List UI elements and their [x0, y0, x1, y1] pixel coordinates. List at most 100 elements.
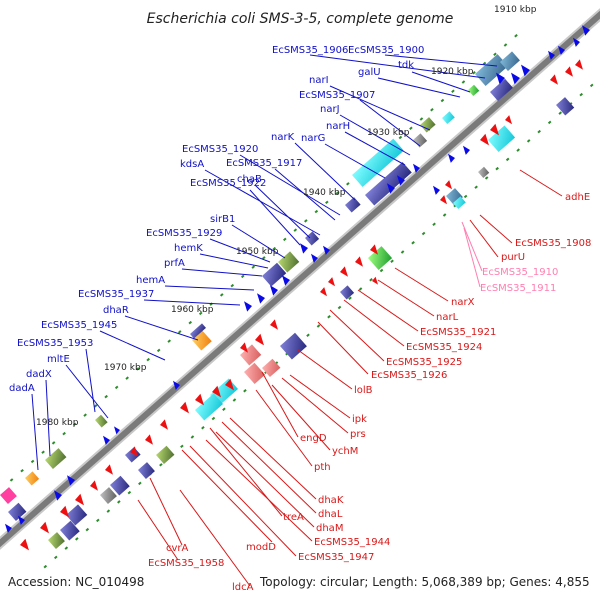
tick-mark	[51, 441, 56, 445]
gene-feature	[262, 262, 287, 287]
gene-label[interactable]: narK	[271, 132, 295, 143]
leader-line	[469, 219, 499, 258]
forward-gene-arrow	[257, 293, 265, 304]
gene-label[interactable]: EcSMS35_1922	[190, 178, 266, 189]
gene-label[interactable]: EcSMS35_1907	[299, 90, 375, 101]
gene-label[interactable]: dadA	[9, 383, 35, 394]
gene-label[interactable]: narG	[301, 133, 325, 144]
gene-label[interactable]: ychM	[332, 446, 358, 457]
leader-line	[181, 449, 273, 543]
gene-label[interactable]: dhaR	[103, 305, 129, 316]
tick-mark	[261, 256, 266, 260]
forward-gene-labels: EcSMS35_1906 EcSMS35_1900 galU tdk narI …	[9, 45, 424, 394]
gene-label[interactable]: EcSMS35_1911	[480, 283, 556, 294]
leader-line	[281, 377, 349, 434]
reverse-gene-arrow	[130, 446, 138, 457]
gene-label[interactable]: dhaK	[318, 495, 344, 506]
gene-label[interactable]: engD	[300, 433, 327, 444]
gene-label[interactable]: hemA	[136, 275, 165, 286]
leader-line	[343, 299, 405, 347]
reverse-gene-arrow	[550, 74, 558, 85]
accession-text: Accession: NC_010498	[8, 575, 144, 589]
reverse-gene-arrow	[160, 419, 168, 430]
ruler-label: 1980 kbp	[36, 418, 79, 428]
gene-label[interactable]: adhE	[565, 192, 590, 203]
gene-label[interactable]: cvrA	[166, 543, 189, 554]
gene-label[interactable]: treA	[283, 512, 304, 523]
gene-label[interactable]: EcSMS35_1921	[420, 327, 496, 338]
gene-label[interactable]: EcSMS35_1947	[298, 552, 374, 563]
gene-feature	[66, 504, 88, 526]
gene-feature	[0, 487, 17, 505]
tick-mark	[472, 71, 476, 75]
gene-label[interactable]: narJ	[320, 104, 340, 115]
gene-label[interactable]: ldcA	[232, 582, 254, 593]
gene-label[interactable]: dhaL	[318, 509, 343, 520]
ruler-label: 1920 kbp	[431, 67, 474, 77]
gene-label[interactable]: chaB	[237, 174, 262, 185]
tick-mark	[440, 98, 445, 103]
tick-mark	[283, 237, 287, 242]
gene-label[interactable]: pth	[314, 462, 331, 473]
gene-label[interactable]: EcSMS35_1944	[314, 537, 390, 548]
reverse-gene-arrow	[40, 521, 49, 534]
gene-label[interactable]: dhaM	[316, 523, 343, 534]
tick-mark	[463, 194, 468, 199]
gene-label[interactable]: hemK	[174, 243, 203, 254]
reverse-gene-arrow	[372, 276, 378, 285]
leader-line	[377, 279, 435, 317]
reverse-gene-arrow	[195, 393, 204, 406]
leader-line	[137, 499, 179, 561]
gene-label[interactable]: narI	[309, 75, 329, 86]
gene-label[interactable]: narX	[451, 297, 475, 308]
gene-label[interactable]: prs	[350, 429, 366, 440]
gene-label[interactable]: EcSMS35_1929	[146, 228, 222, 239]
forward-gene-arrow	[496, 72, 505, 85]
forward-gene-arrow	[300, 243, 308, 254]
reverse-gene-arrow	[505, 115, 512, 125]
gene-label[interactable]: EcSMS35_1945	[41, 320, 117, 331]
gene-label[interactable]: sirB1	[210, 214, 235, 225]
gene-feature	[500, 51, 520, 72]
leader-line	[463, 227, 481, 288]
gene-label[interactable]: modD	[246, 542, 276, 553]
tick-mark	[411, 240, 415, 245]
reverse-gene-arrow	[90, 480, 98, 491]
leader-line	[85, 348, 96, 413]
gene-label[interactable]: EcSMS35_1900	[348, 45, 424, 56]
gene-label[interactable]: EcSMS35_1910	[482, 267, 558, 278]
tick-mark	[379, 268, 384, 273]
gene-label[interactable]: EcSMS35_1926	[371, 370, 447, 381]
gene-label[interactable]: EcSMS35_1920	[182, 144, 258, 155]
gene-label[interactable]: EcSMS35_1924	[406, 342, 482, 353]
leader-line	[204, 169, 321, 236]
leader-line	[99, 330, 166, 361]
tick-mark	[146, 357, 150, 362]
gene-label[interactable]: EcSMS35_1937	[78, 289, 154, 300]
gene-label[interactable]: narL	[436, 312, 459, 323]
gene-label[interactable]: purU	[501, 252, 525, 263]
gene-label[interactable]: mltE	[47, 354, 70, 365]
gene-label[interactable]: ipk	[352, 414, 367, 425]
gene-label[interactable]: EcSMS35_1908	[515, 238, 591, 249]
gene-label[interactable]: EcSMS35_1953	[17, 338, 93, 349]
gene-label[interactable]: lolB	[354, 385, 373, 396]
gene-label[interactable]: galU	[358, 67, 381, 78]
gene-label[interactable]: tdk	[398, 60, 414, 71]
reverse-gene-arrow	[180, 401, 189, 414]
gene-label[interactable]: dadX	[26, 369, 52, 380]
tick-mark	[96, 518, 100, 523]
gene-label[interactable]: EcSMS35_1906	[272, 45, 348, 56]
gene-label[interactable]: EcSMS35_1958	[148, 558, 224, 569]
reverse-gene-arrow	[328, 277, 335, 287]
reverse-gene-arrow	[255, 333, 264, 346]
gene-label[interactable]: prfA	[164, 258, 185, 269]
gene-label[interactable]: EcSMS35_1917	[226, 158, 302, 169]
leader-line	[199, 253, 269, 269]
gene-label[interactable]: narH	[326, 121, 350, 132]
gene-label[interactable]: EcSMS35_1925	[386, 357, 462, 368]
tick-mark	[9, 478, 14, 482]
gene-label[interactable]: kdsA	[180, 159, 204, 170]
leader-line	[289, 374, 351, 419]
tick-mark	[589, 83, 594, 88]
